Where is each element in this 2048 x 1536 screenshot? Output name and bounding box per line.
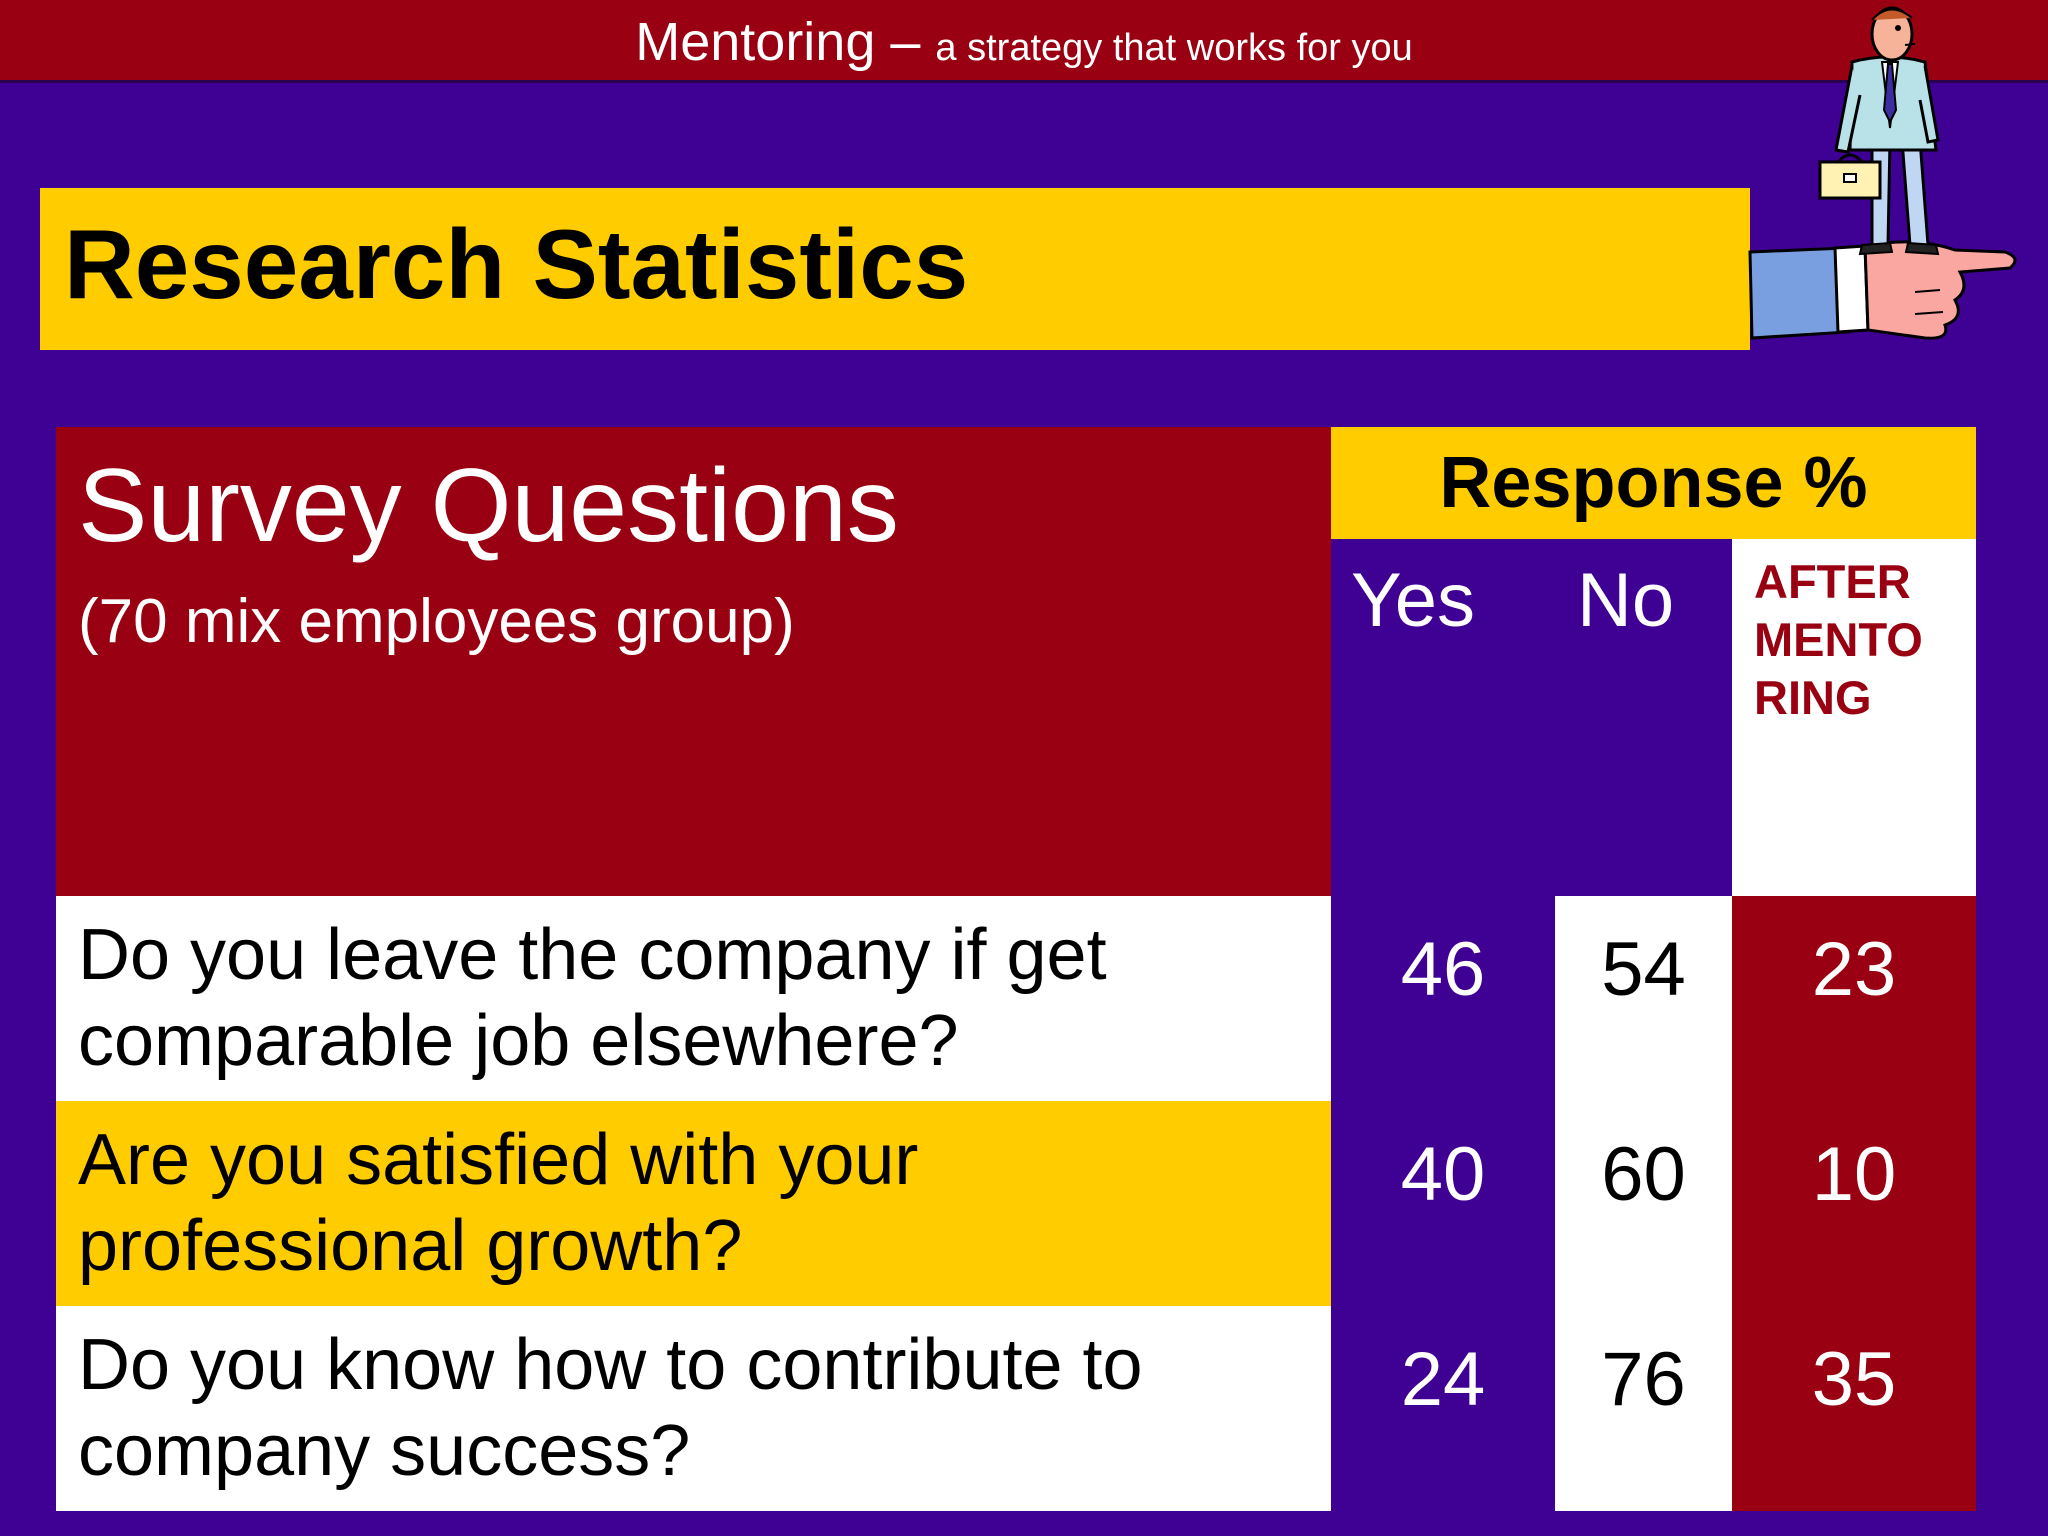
- cell-yes: 24: [1331, 1306, 1555, 1511]
- cell-no: 54: [1555, 896, 1732, 1101]
- cell-after: 10: [1732, 1101, 1976, 1306]
- cell-yes: 40: [1331, 1101, 1555, 1306]
- question-text: Are you satisfied with your professional…: [78, 1120, 919, 1286]
- yes-value: 40: [1400, 1132, 1486, 1217]
- column-after-mentoring-label: AFTER MENTO RING: [1754, 555, 1923, 724]
- businessman-on-pointing-hand-icon: [1748, 6, 2017, 340]
- slide-title-bar: Research Statistics: [40, 188, 1750, 350]
- survey-questions-subtitle: (70 mix employees group): [78, 587, 795, 656]
- column-yes-header: Yes: [1331, 539, 1555, 896]
- cell-after: 35: [1732, 1306, 1976, 1511]
- column-no-label: No: [1577, 558, 1675, 643]
- cell-after: 23: [1732, 896, 1976, 1101]
- column-no-header: No: [1555, 539, 1732, 896]
- table-row: Are you satisfied with your professional…: [56, 1101, 1331, 1306]
- yes-value: 46: [1400, 927, 1486, 1012]
- cell-no: 76: [1555, 1306, 1732, 1511]
- table-row: Do you know how to contribute to company…: [56, 1306, 1331, 1511]
- header-dash: –: [875, 12, 936, 72]
- slide-title: Research Statistics: [64, 209, 969, 319]
- survey-questions-title: Survey Questions: [78, 448, 899, 564]
- cell-yes: 46: [1331, 896, 1555, 1101]
- no-value: 76: [1601, 1337, 1686, 1422]
- question-text: Do you leave the company if get comparab…: [78, 915, 1107, 1081]
- after-value: 35: [1811, 1337, 1897, 1422]
- header-subtitle: a strategy that works for you: [935, 27, 1413, 69]
- no-value: 60: [1601, 1132, 1686, 1217]
- after-value: 10: [1811, 1132, 1897, 1217]
- after-value: 23: [1811, 927, 1897, 1012]
- slide-header: Mentoring – a strategy that works for yo…: [0, 0, 2048, 83]
- header-title: Mentoring: [635, 12, 876, 72]
- no-value: 54: [1601, 927, 1686, 1012]
- cell-no: 60: [1555, 1101, 1732, 1306]
- yes-value: 24: [1400, 1337, 1486, 1422]
- response-percent-header: Response %: [1331, 427, 1976, 539]
- survey-questions-header: Survey Questions (70 mix employees group…: [56, 427, 1331, 896]
- column-after-mentoring-header: AFTER MENTO RING: [1732, 539, 1976, 896]
- table-row: Do you leave the company if get comparab…: [56, 896, 1331, 1101]
- column-yes-label: Yes: [1351, 558, 1475, 643]
- question-text: Do you know how to contribute to company…: [78, 1325, 1143, 1491]
